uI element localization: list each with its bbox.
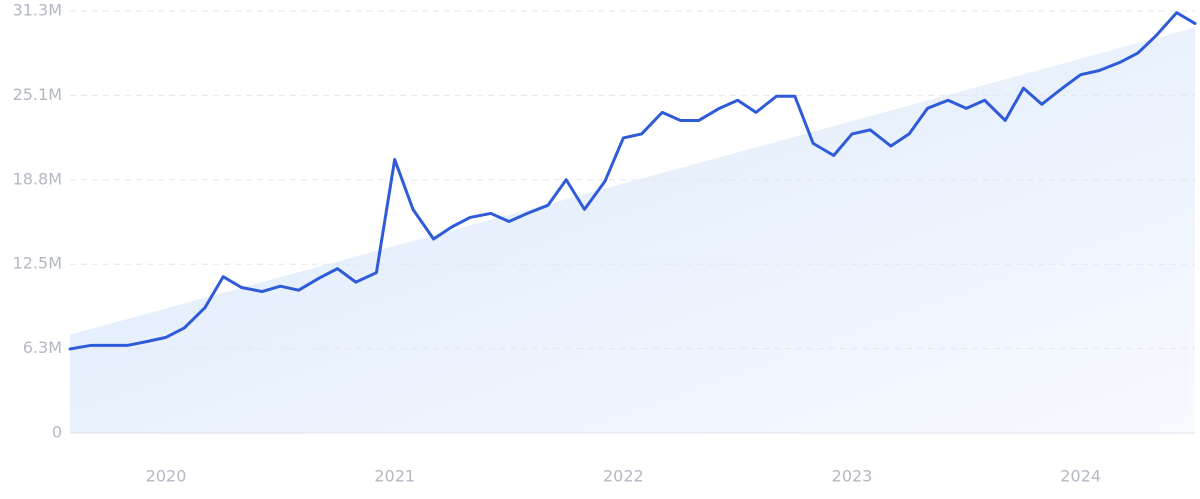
y-tick-label: 12.5M bbox=[13, 254, 62, 273]
y-tick-label: 6.3M bbox=[23, 338, 62, 357]
y-tick-label: 31.3M bbox=[13, 1, 62, 20]
x-tick-label: 2021 bbox=[374, 467, 415, 486]
y-tick-label: 18.8M bbox=[13, 169, 62, 188]
x-tick-label: 2024 bbox=[1060, 467, 1101, 486]
data-line bbox=[68, 11, 1197, 351]
trend-area bbox=[70, 27, 1195, 433]
x-tick-label: 2020 bbox=[146, 467, 187, 486]
y-tick-label: 0 bbox=[52, 423, 62, 442]
y-tick-label: 25.1M bbox=[13, 85, 62, 104]
x-tick-label: 2023 bbox=[832, 467, 873, 486]
x-tick-label: 2022 bbox=[603, 467, 644, 486]
